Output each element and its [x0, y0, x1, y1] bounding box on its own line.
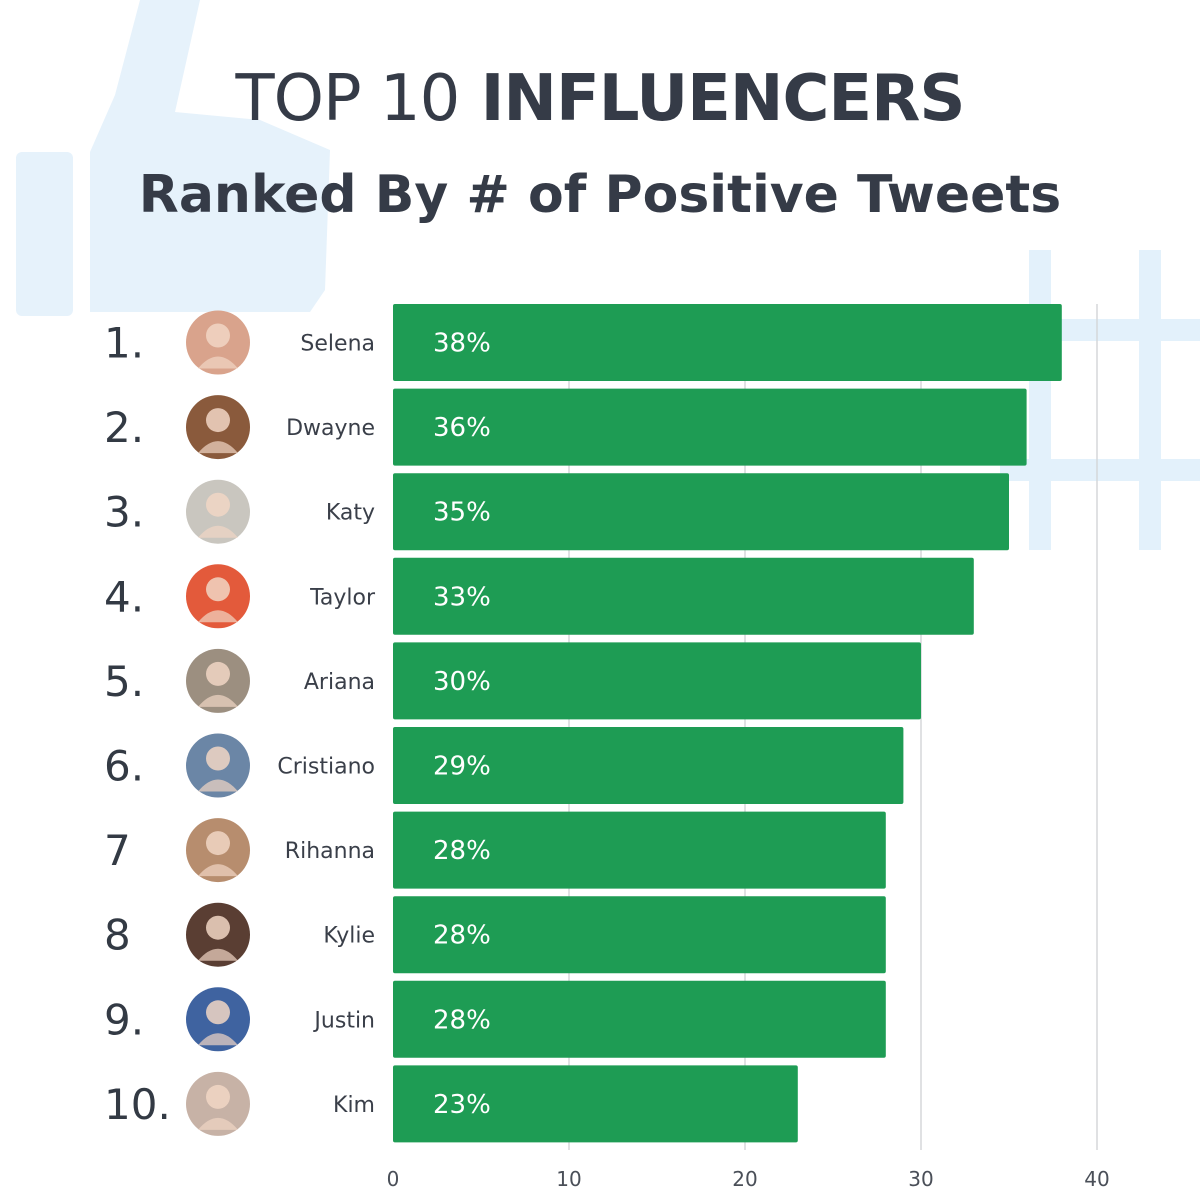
bar-value-label: 28%: [433, 836, 491, 866]
avatar-face: [206, 1000, 230, 1025]
bar-value-label: 30%: [433, 667, 491, 697]
category-label: Katy: [326, 501, 375, 526]
avatar-body: [198, 1117, 238, 1130]
bar: [393, 980, 886, 1058]
bar: [393, 557, 974, 635]
rank-label: 3.: [104, 488, 144, 537]
bar: [393, 473, 1009, 551]
bar: [393, 642, 921, 720]
x-tick-label: 20: [732, 1167, 757, 1191]
category-label: Kylie: [323, 924, 375, 949]
category-label: Dwayne: [286, 416, 375, 441]
page-title: TOP 10 INFLUENCERS: [0, 62, 1200, 136]
bar: [393, 304, 1062, 381]
bar-value-label: 35%: [433, 498, 491, 528]
rank-label: 1.: [104, 319, 144, 368]
avatar-face: [206, 408, 230, 433]
rank-label: 4.: [104, 572, 144, 621]
title-light: TOP 10: [235, 62, 460, 136]
avatar-body: [198, 356, 238, 369]
x-tick-label: 10: [556, 1167, 581, 1191]
avatar-face: [206, 661, 230, 686]
avatar-body: [198, 610, 238, 623]
avatar-face: [206, 1084, 230, 1109]
category-label: Justin: [312, 1008, 375, 1033]
rank-label: 2.: [104, 403, 144, 452]
bar: [393, 896, 886, 974]
bar: [393, 388, 1027, 466]
avatar-face: [206, 577, 230, 602]
bar-value-label: 33%: [433, 582, 491, 612]
avatar-face: [206, 915, 230, 940]
category-label: Rihanna: [285, 839, 375, 864]
category-label: Cristiano: [277, 755, 375, 780]
bar: [393, 1065, 798, 1143]
rank-label: 5.: [104, 657, 144, 706]
avatar-body: [198, 1033, 238, 1046]
bar-value-label: 36%: [433, 413, 491, 443]
avatar-body: [198, 694, 238, 707]
avatar-face: [206, 323, 230, 348]
bar-value-label: 28%: [433, 921, 491, 951]
bar-value-label: 28%: [433, 1005, 491, 1035]
rank-label: 9.: [104, 995, 144, 1044]
page-subtitle: Ranked By # of Positive Tweets: [138, 165, 1062, 225]
avatar-body: [198, 864, 238, 877]
bar-value-label: 29%: [433, 752, 491, 782]
rank-label: 7: [104, 826, 131, 875]
x-tick-label: 40: [1084, 1167, 1109, 1191]
thumbs-up-icon: [16, 0, 330, 316]
avatar-face: [206, 831, 230, 856]
x-tick-label: 0: [387, 1167, 400, 1191]
avatar-body: [198, 948, 238, 961]
x-tick-label: 30: [908, 1167, 933, 1191]
avatar-face: [206, 492, 230, 517]
avatar-body: [198, 779, 238, 792]
avatar-body: [198, 525, 238, 538]
avatar-body: [198, 441, 238, 454]
category-label: Kim: [333, 1093, 375, 1118]
category-label: Ariana: [304, 670, 375, 695]
bar-value-label: 23%: [433, 1090, 491, 1120]
rank-label: 8: [104, 911, 131, 960]
bar: [393, 811, 886, 889]
title-bold: INFLUENCERS: [480, 62, 966, 136]
rank-label: 10.: [104, 1080, 171, 1129]
category-label: Selena: [300, 332, 375, 357]
rank-label: 6.: [104, 742, 144, 791]
bar-value-label: 38%: [433, 329, 491, 359]
avatar-face: [206, 746, 230, 771]
category-label: Taylor: [309, 585, 376, 610]
bar: [393, 727, 904, 804]
